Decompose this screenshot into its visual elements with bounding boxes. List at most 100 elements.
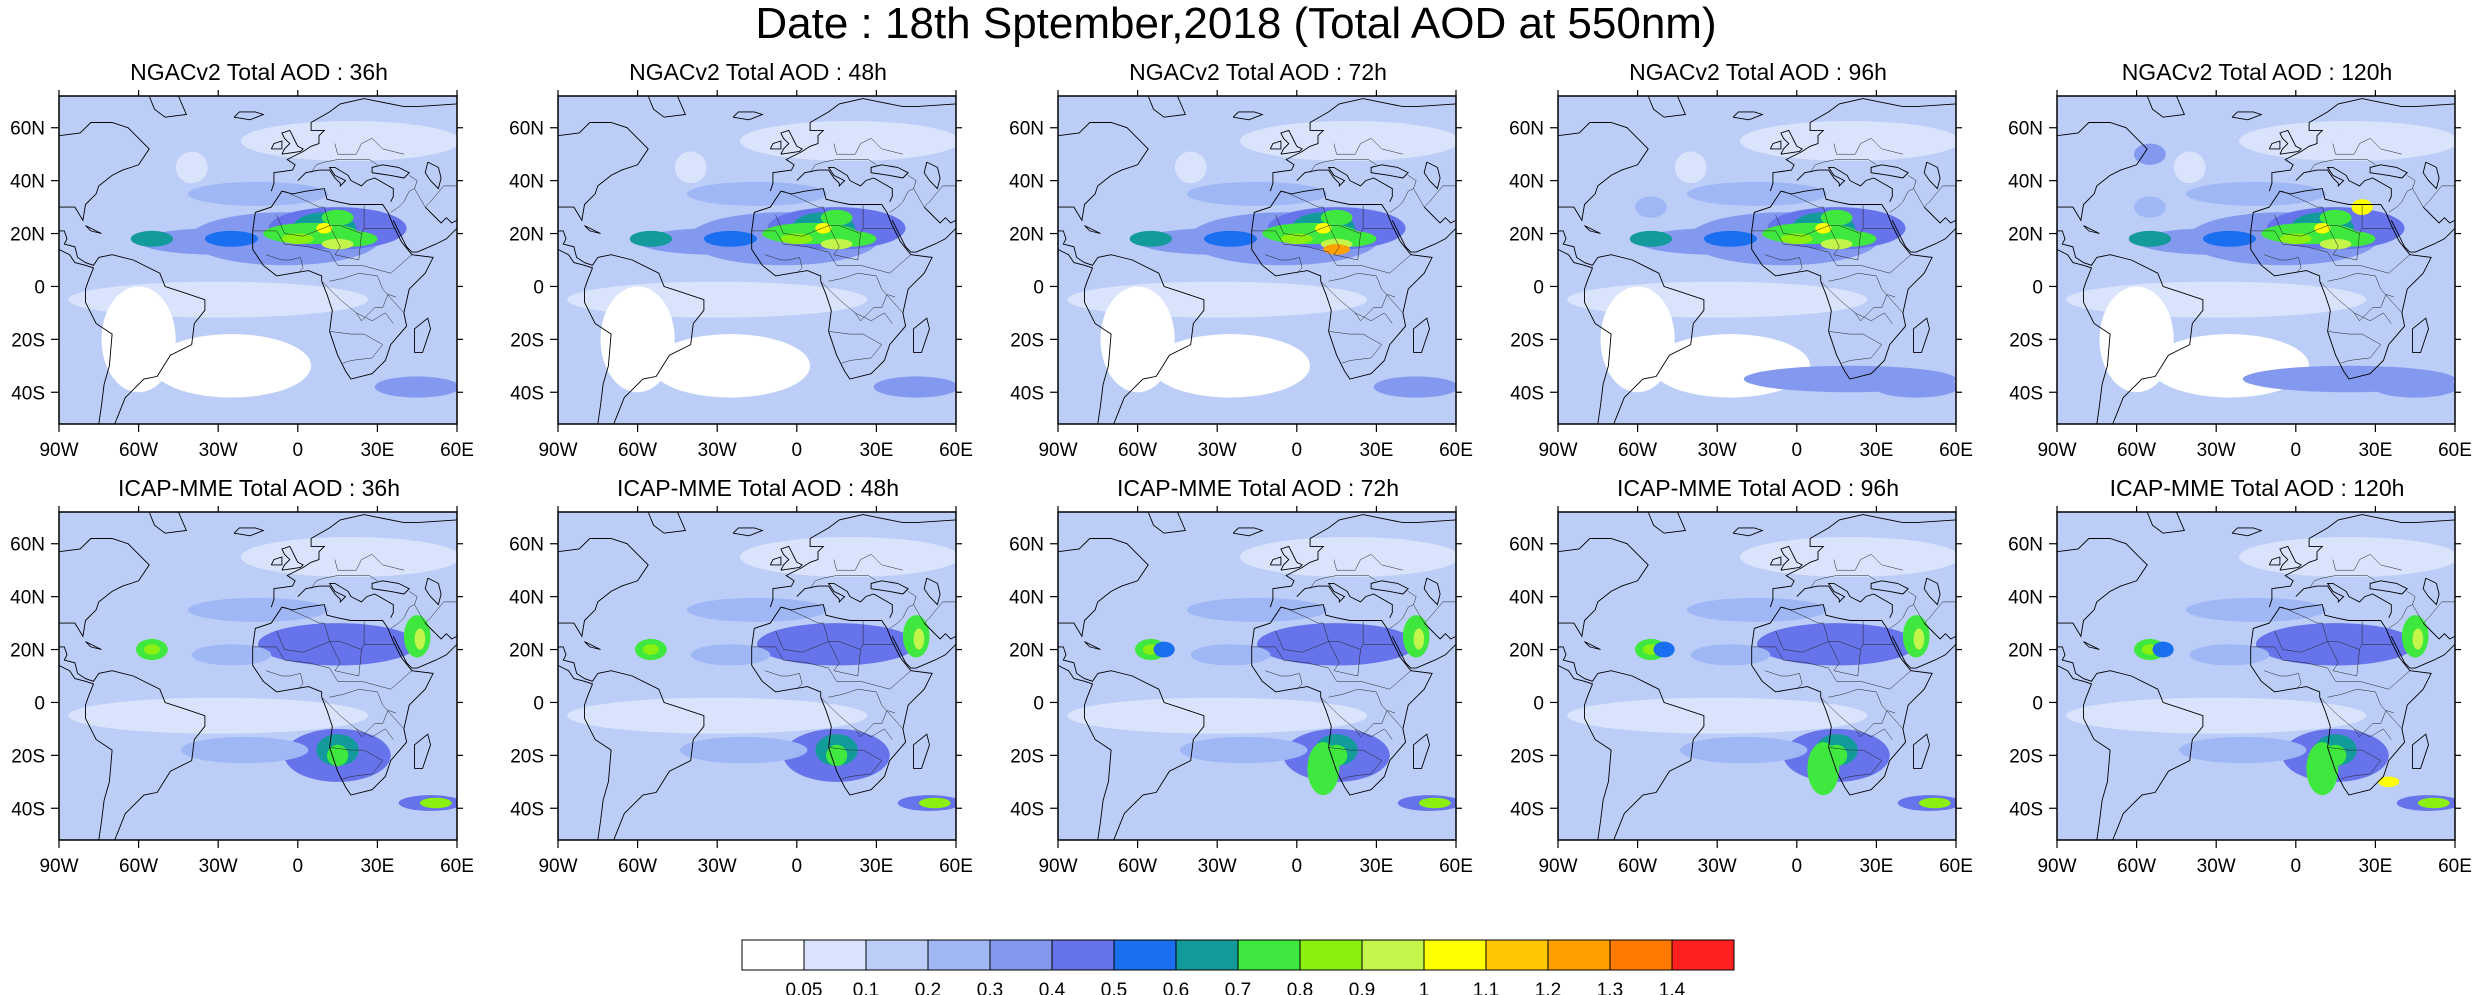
coastline [85,641,102,650]
coastline [1423,622,1456,640]
colorbar-label: 1.1 [1473,980,1499,995]
coastline [1558,646,1705,840]
colorbar-label: 0.05 [786,980,823,995]
aod-plume [1600,286,1675,393]
coastline [732,527,764,537]
coastline [780,545,803,571]
aod-map: 90W 60W 30W 0 30E 60E 60N 40N 20N 0 20S 40S [509,506,973,877]
coastline [85,225,102,234]
colorbar-swatch [1051,939,1115,971]
aod-plume [1704,230,1757,247]
lon-tick-label: 90W [39,856,78,877]
lat-tick-label: 60N [509,535,544,556]
coastline [1370,164,1409,179]
country-border [324,207,362,261]
coastline [1269,556,1282,566]
aod-plume [2134,143,2166,165]
coastline [297,582,394,618]
coastline [59,230,206,424]
country-border [751,230,912,274]
coastline [59,122,150,222]
coastline [751,604,933,796]
lon-tick-label: 30E [1359,856,1393,877]
lon-tick-label: 90W [1538,856,1577,877]
country-border [2412,185,2455,208]
country-border [820,697,893,740]
colorbar-label: 0.7 [1225,980,1251,995]
lat-tick-label: 40N [10,588,45,609]
lat-tick-label: 40N [509,172,544,193]
colorbar-swatch [989,939,1053,971]
aod-plume [2128,230,2172,247]
lat-tick-label: 0 [1533,693,1544,714]
lon-tick-label: 60E [1939,440,1973,461]
coastline [1296,582,1393,618]
aod-plume [1257,623,1417,666]
lon-tick-label: 30W [199,856,238,877]
lon-tick-label: 30W [2197,440,2236,461]
coastline [1413,317,1430,354]
lat-tick-label: 20N [509,225,544,246]
coastline [1769,556,1782,566]
coastline [1058,230,1205,424]
coastline [2268,514,2455,608]
country-border [828,272,904,314]
aod-plume [419,797,452,809]
map-panel: NGACv2 Total AOD : 96h 90W 60W 30W 0 30E 60E 60… [1509,59,1973,461]
country-border [783,190,824,208]
coastline [558,538,649,638]
country-border [2263,670,2302,690]
aod-plume [1320,209,1353,226]
lat-tick-label: 20N [2008,641,2043,662]
country-border [2282,190,2323,208]
country-border [833,553,903,571]
lon-tick-label: 0 [293,856,304,877]
country-border [1751,230,1912,274]
lon-tick-label: 0 [1292,440,1303,461]
aod-plume [2179,736,2307,764]
coastline [297,166,394,202]
country-border [1833,137,1903,155]
aod-plume [2279,233,2312,245]
coastline [2083,641,2100,650]
aod-plume [101,286,176,393]
coastline [1251,604,1433,796]
lon-tick-label: 0 [792,440,803,461]
coastline [870,580,909,595]
coastline [1147,512,1187,534]
coastline [2279,129,2302,155]
coastline [923,622,956,640]
aod-plume [1635,196,1667,218]
coastline [270,140,283,150]
aod-plume [828,125,872,157]
aod-plume [316,223,333,234]
lon-tick-label: 60E [1439,856,1473,877]
map-frame [557,95,957,425]
panel-title: NGACv2 Total AOD : 72h [1129,59,1387,85]
lon-tick-label: 30W [2197,856,2236,877]
coastline [424,577,442,606]
colorbar-label: 0.9 [1349,980,1375,995]
aod-field [2057,512,2455,840]
lon-tick-label: 30E [1859,856,1893,877]
country-border [833,137,903,155]
lon-tick-label: 60E [2438,856,2472,877]
lon-tick-label: 30W [698,440,737,461]
country-border [1913,185,1956,208]
lon-tick-label: 60W [618,440,657,461]
country-border [276,204,365,237]
coastline [2057,122,2148,222]
coastline [647,512,687,534]
coastline [1923,622,1956,640]
coastline [252,604,434,796]
country-border [2388,175,2416,213]
coastline [2369,580,2408,595]
aod-plume [2306,742,2339,796]
aod-plume [1100,286,1175,393]
coastline [424,161,442,190]
colorbar-swatch [1361,939,1425,971]
coastline [1891,220,1956,253]
coastline [584,641,601,650]
country-border [276,620,365,653]
lon-tick-label: 60W [2117,440,2156,461]
